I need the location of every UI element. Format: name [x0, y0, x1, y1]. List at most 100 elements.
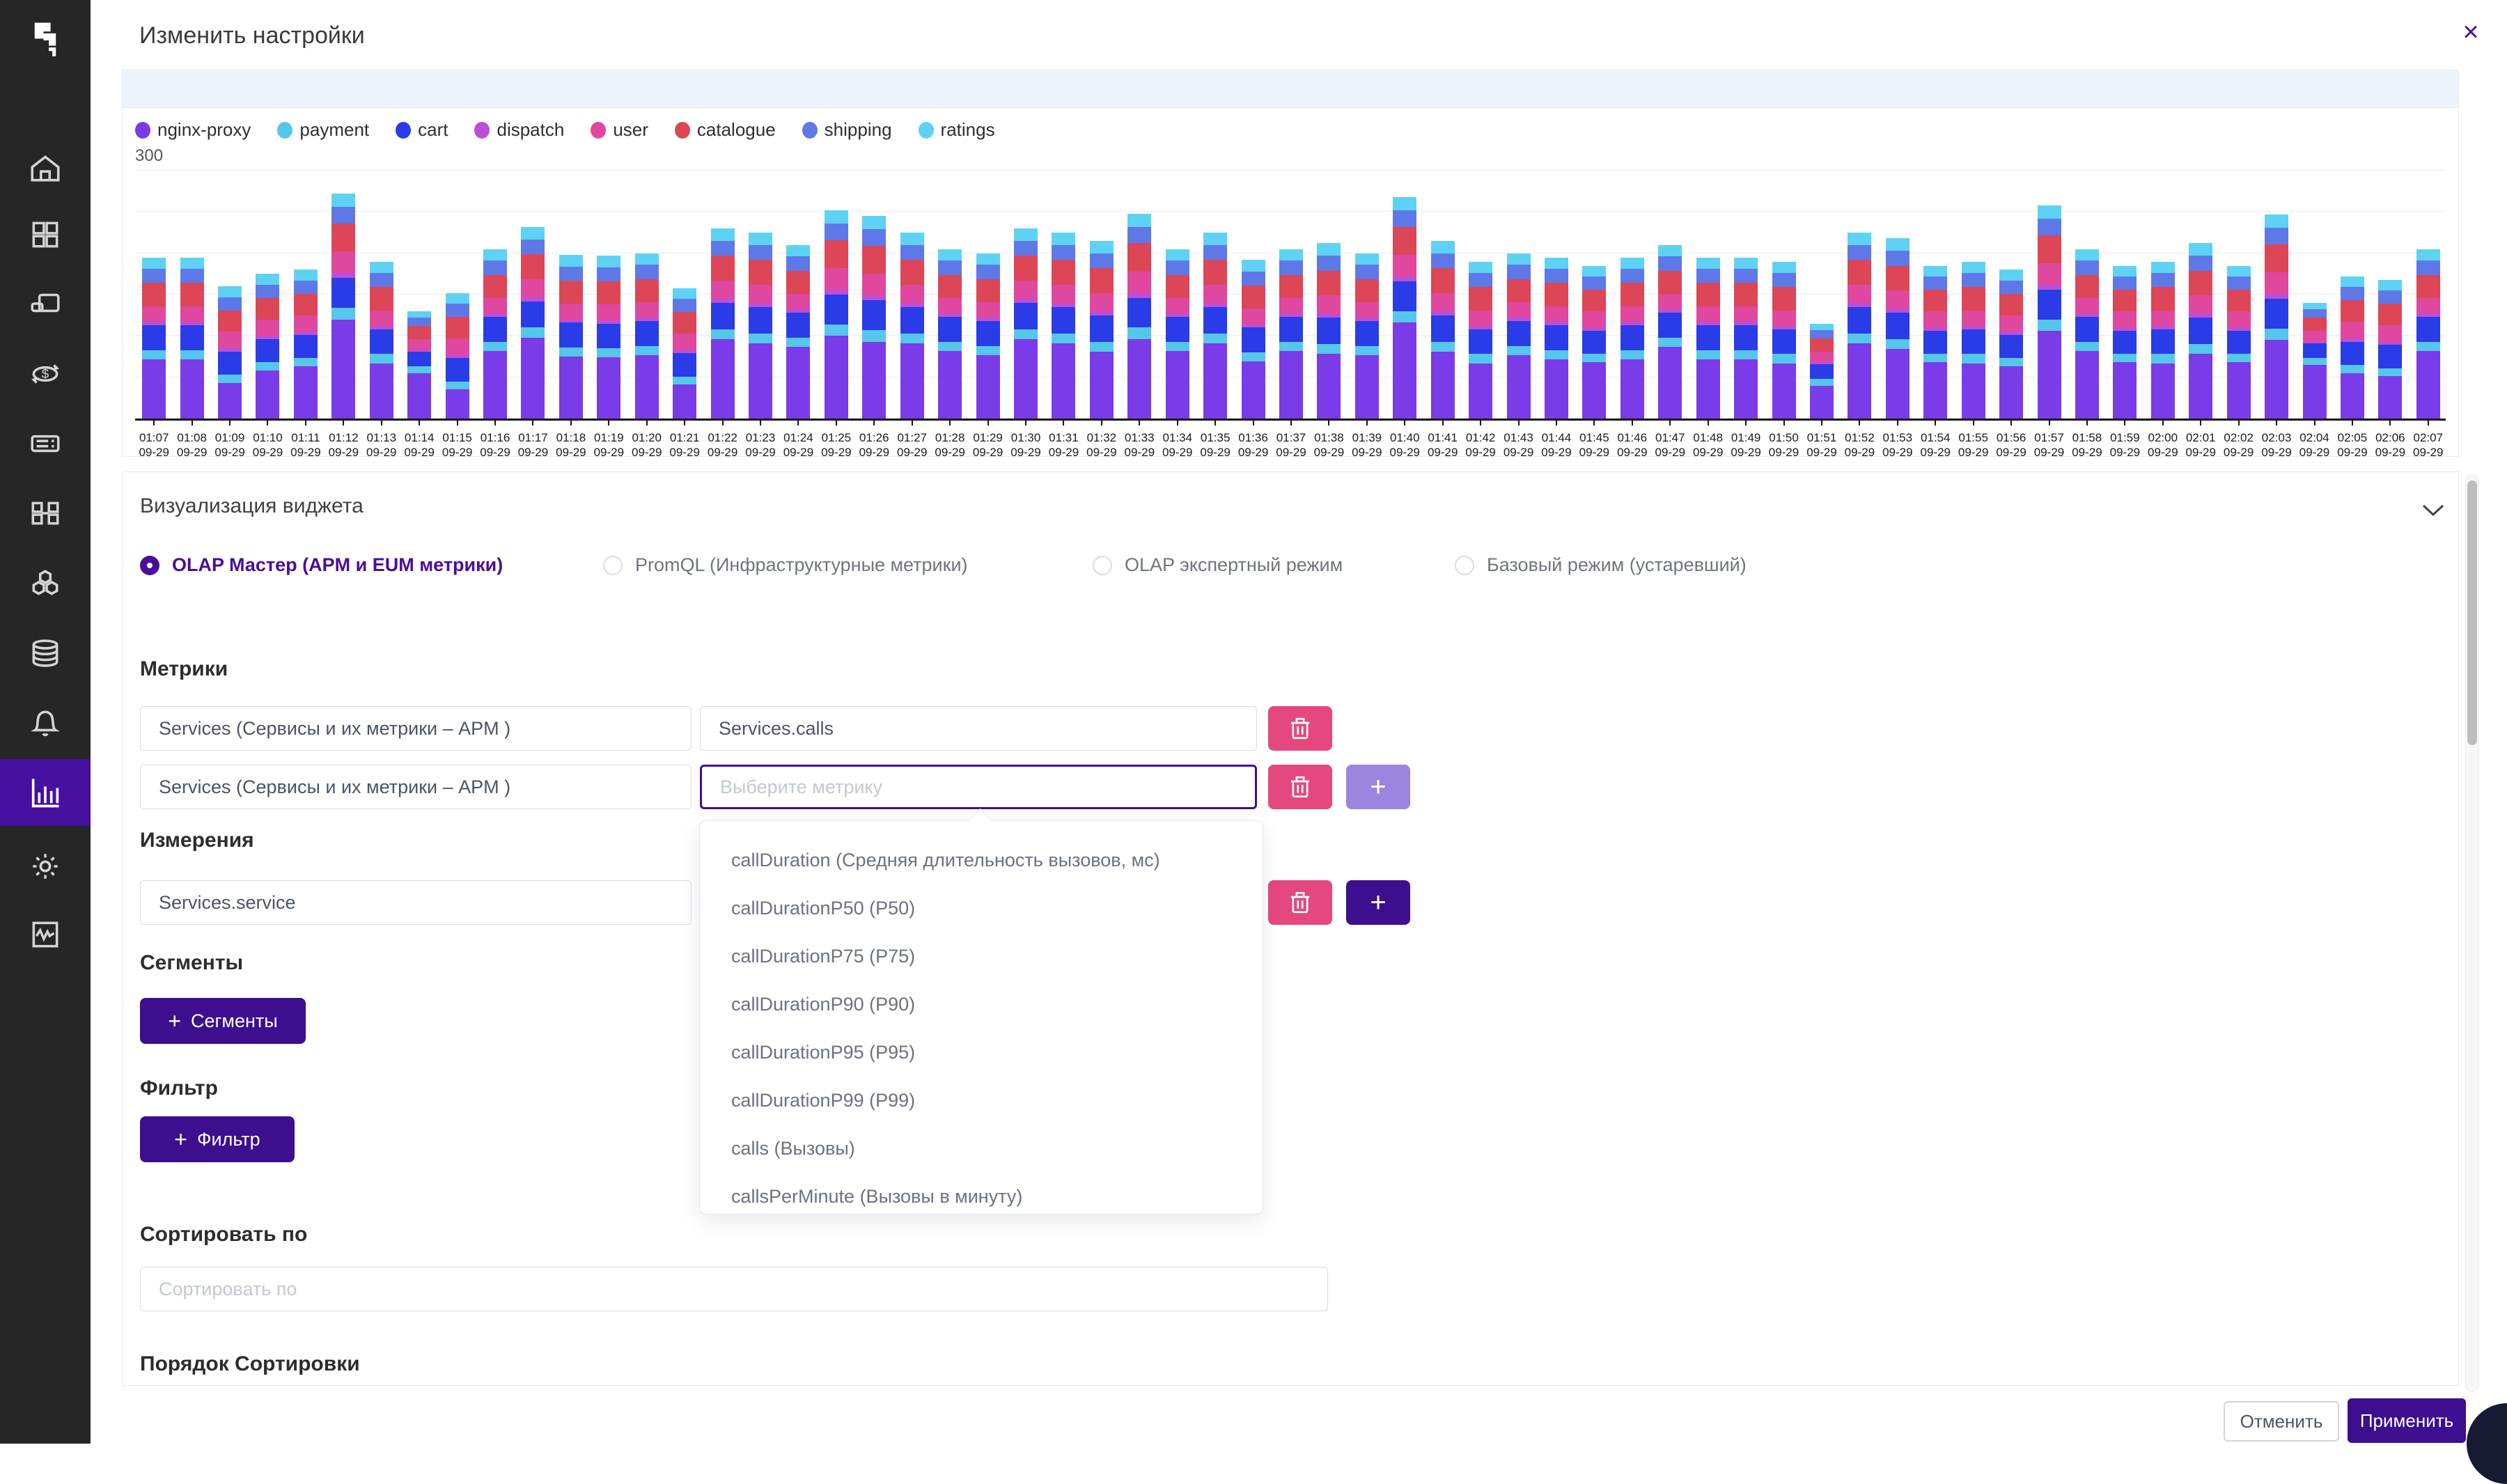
chevron-down-icon[interactable] [2421, 503, 2446, 522]
stacked-bar[interactable] [1393, 197, 1416, 419]
sidebar-item-monitoring[interactable] [0, 901, 91, 968]
stacked-bar[interactable] [749, 233, 772, 419]
stacked-bar[interactable] [825, 210, 848, 419]
stacked-bar[interactable] [1810, 324, 1834, 419]
legend-item[interactable]: dispatch [474, 119, 564, 141]
stacked-bar[interactable] [1582, 266, 1606, 419]
sidebar-item-database[interactable] [0, 620, 91, 687]
dropdown-item[interactable]: callDurationP50 (P50) [700, 884, 1263, 932]
stacked-bar[interactable] [294, 270, 318, 419]
stacked-bar[interactable] [483, 249, 507, 419]
dropdown-item[interactable]: callDurationP95 (P95) [700, 1029, 1263, 1077]
close-icon[interactable]: × [2454, 15, 2488, 49]
stacked-bar[interactable] [218, 286, 242, 419]
legend-item[interactable]: nginx-proxy [135, 119, 251, 141]
stacked-bar[interactable] [1962, 262, 1985, 419]
scrollbar-thumb[interactable] [2467, 481, 2477, 745]
stacked-bar[interactable] [2189, 243, 2212, 419]
stacked-bar[interactable] [559, 255, 583, 419]
stacked-bar[interactable] [1052, 233, 1075, 419]
stacked-bar[interactable] [900, 233, 924, 419]
stacked-bar[interactable] [1127, 214, 1151, 419]
stacked-bar[interactable] [2265, 214, 2288, 419]
dropdown-item[interactable]: callDurationP75 (P75) [700, 932, 1263, 981]
delete-metric-button-2[interactable] [1268, 765, 1332, 809]
dimension-input[interactable]: Services.service [140, 880, 692, 925]
stacked-bar[interactable] [2378, 280, 2402, 419]
stacked-bar[interactable] [1886, 238, 1909, 419]
stacked-bar[interactable] [1355, 253, 1379, 419]
dropdown-item[interactable]: callDurationP90 (P90) [700, 981, 1263, 1029]
metric-value-input-1[interactable]: Services.calls [700, 706, 1257, 751]
stacked-bar[interactable] [1620, 258, 1644, 419]
dropdown-item[interactable]: callDuration (Средняя длительность вызов… [700, 836, 1263, 884]
sidebar-item-devices[interactable] [0, 270, 91, 337]
apply-button[interactable]: Применить [2348, 1398, 2466, 1443]
legend-item[interactable]: payment [277, 119, 369, 141]
stacked-bar[interactable] [673, 288, 696, 419]
stacked-bar[interactable] [370, 262, 393, 419]
stacked-bar[interactable] [1014, 228, 1038, 419]
stacked-bar[interactable] [2227, 266, 2251, 419]
radio-option-2[interactable]: PromQL (Инфраструктурные метрики) [603, 554, 968, 576]
radio-option-3[interactable]: OLAP экспертный режим [1093, 554, 1343, 576]
sidebar-item-services-map[interactable] [0, 550, 91, 617]
sidebar-item-dashboard[interactable] [0, 201, 91, 268]
add-dimension-button[interactable]: + [1346, 880, 1410, 925]
stacked-bar[interactable] [1090, 241, 1114, 419]
cancel-button[interactable]: Отменить [2224, 1401, 2339, 1442]
sidebar-item-charts[interactable] [0, 759, 91, 826]
legend-item[interactable]: ratings [919, 119, 995, 141]
sidebar-item-home[interactable] [0, 135, 91, 202]
radio-option-4[interactable]: Базовый режим (устаревший) [1455, 554, 1747, 576]
stacked-bar[interactable] [1658, 245, 1682, 419]
add-metric-button[interactable]: + [1346, 765, 1410, 809]
stacked-bar[interactable] [1166, 249, 1189, 419]
stacked-bar[interactable] [597, 256, 620, 419]
delete-metric-button-1[interactable] [1268, 706, 1332, 751]
stacked-bar[interactable] [1848, 233, 1871, 419]
stacked-bar[interactable] [1923, 266, 1947, 419]
stacked-bar[interactable] [1203, 233, 1227, 419]
stacked-bar[interactable] [976, 253, 1000, 419]
stacked-bar[interactable] [2151, 262, 2175, 419]
stacked-bar[interactable] [407, 311, 431, 419]
stacked-bar[interactable] [1317, 243, 1341, 419]
sidebar-item-alerts[interactable] [0, 689, 91, 756]
delete-dimension-button[interactable] [1268, 880, 1332, 925]
add-segments-button[interactable]: + Сегменты [140, 998, 306, 1044]
stacked-bar[interactable] [1507, 253, 1531, 419]
stacked-bar[interactable] [786, 245, 810, 419]
app-logo[interactable] [0, 13, 91, 68]
stacked-bar[interactable] [2075, 249, 2099, 419]
stacked-bar[interactable] [521, 227, 545, 419]
stacked-bar[interactable] [2113, 266, 2137, 419]
stacked-bar[interactable] [1545, 258, 1568, 419]
vertical-scrollbar[interactable] [2465, 474, 2479, 1392]
stacked-bar[interactable] [1279, 249, 1303, 419]
stacked-bar[interactable] [711, 228, 735, 419]
stacked-bar[interactable] [180, 258, 204, 419]
stacked-bar[interactable] [2416, 249, 2440, 419]
stacked-bar[interactable] [1734, 258, 1758, 419]
stacked-bar[interactable] [2341, 276, 2364, 419]
stacked-bar[interactable] [1772, 262, 1796, 419]
add-filter-button[interactable]: + Фильтр [140, 1116, 295, 1162]
sort-input[interactable]: Сортировать по [140, 1267, 1328, 1311]
legend-item[interactable]: user [591, 119, 648, 141]
stacked-bar[interactable] [1696, 258, 1720, 419]
stacked-bar[interactable] [1999, 270, 2023, 419]
sidebar-item-transactions[interactable]: $ [0, 341, 91, 407]
legend-item[interactable]: cart [396, 119, 448, 141]
stacked-bar[interactable] [331, 194, 355, 419]
stacked-bar[interactable] [938, 249, 962, 419]
stacked-bar[interactable] [446, 293, 469, 419]
stacked-bar[interactable] [1431, 241, 1455, 419]
stacked-bar[interactable] [256, 274, 279, 419]
stacked-bar[interactable] [142, 258, 166, 419]
metric-source-input-1[interactable]: Services (Сервисы и их метрики – APM ) [140, 706, 692, 751]
stacked-bar[interactable] [1469, 262, 1492, 419]
sidebar-item-apps[interactable] [0, 480, 91, 547]
floating-widget-button[interactable] [2467, 1403, 2507, 1484]
legend-item[interactable]: shipping [802, 119, 892, 141]
